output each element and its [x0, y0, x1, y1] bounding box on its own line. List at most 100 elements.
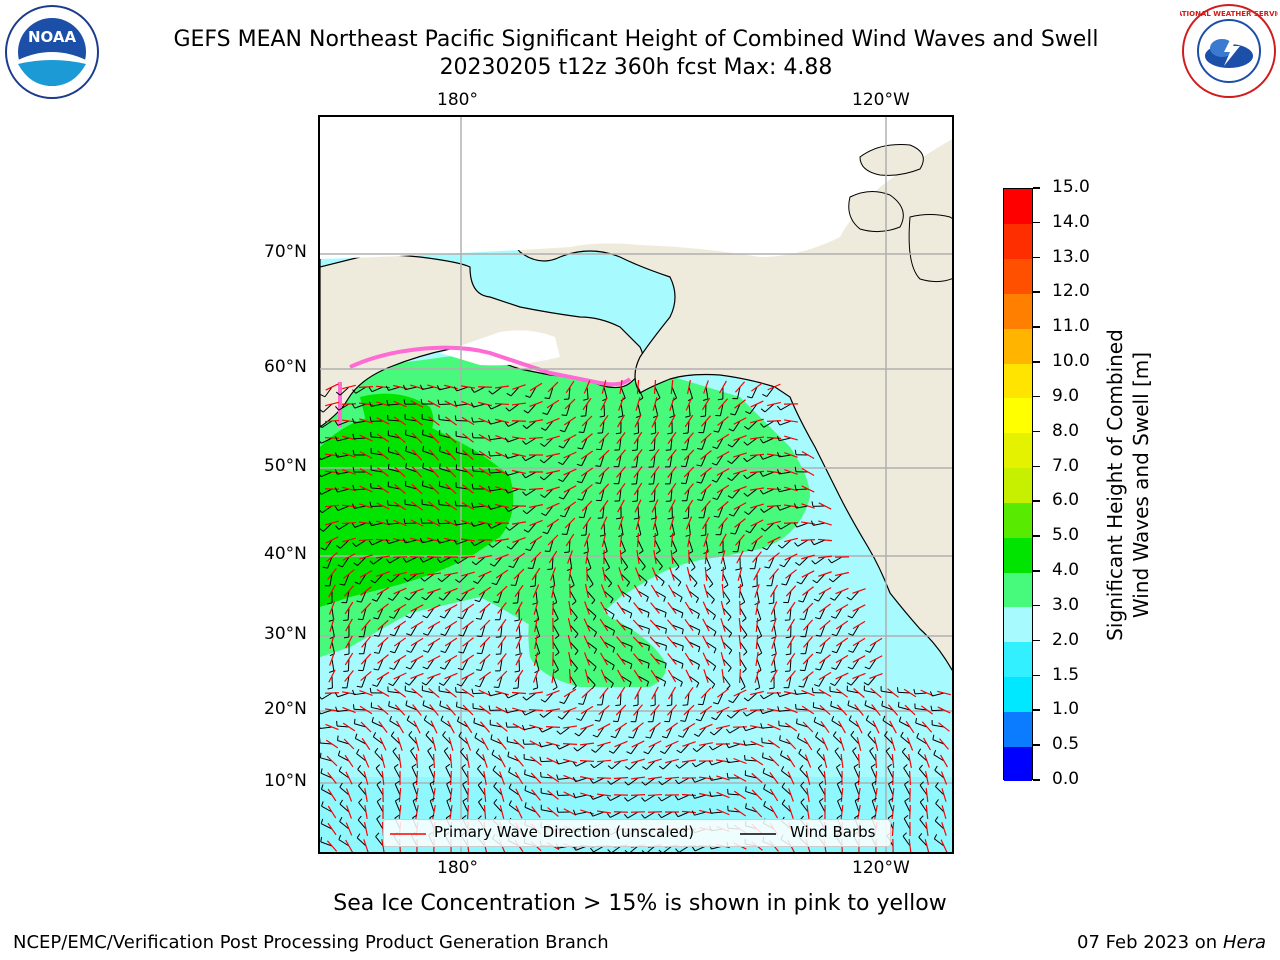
wave-direction-arrow	[414, 737, 420, 751]
wind-barb	[406, 719, 418, 728]
wind-barb-flag	[474, 732, 478, 738]
wind-barb	[781, 803, 792, 813]
wind-barb	[388, 539, 401, 545]
wind-barb-flag	[745, 530, 751, 534]
wind-barb-flag	[780, 750, 783, 756]
wind-barb	[619, 488, 622, 501]
wind-barb	[377, 607, 384, 620]
wave-direction-arrow	[701, 397, 711, 411]
wave-direction-arrow	[344, 670, 354, 682]
wind-barb-flag	[675, 566, 680, 571]
wind-barb-flag	[369, 416, 372, 422]
wave-direction-arrow	[583, 652, 591, 666]
wind-barb	[611, 760, 622, 770]
wave-direction-arrow	[324, 504, 340, 508]
wind-barb	[745, 807, 758, 813]
wave-direction-arrow	[891, 821, 895, 837]
wave-direction-arrow	[733, 485, 747, 493]
wave-direction-arrow	[376, 571, 390, 577]
wind-barb	[745, 790, 758, 796]
wind-barb	[747, 437, 758, 446]
wind-barb	[813, 522, 826, 526]
wind-barb-flag	[553, 618, 559, 623]
wind-barb-flag	[728, 632, 733, 638]
wave-direction-arrow	[634, 499, 642, 513]
wind-barb-flag	[747, 396, 753, 399]
wind-barb	[439, 418, 452, 422]
wave-direction-arrow	[602, 567, 606, 581]
nws-logo: NATIONAL WEATHER SERVICE	[1171, 2, 1280, 100]
wave-direction-arrow	[665, 758, 679, 764]
wind-barb-flag	[539, 476, 545, 481]
wave-direction-arrow	[818, 502, 832, 510]
wave-direction-arrow	[854, 704, 864, 716]
wind-barb-flag	[638, 550, 644, 555]
wave-direction-arrow	[649, 636, 661, 648]
wind-barb	[763, 420, 775, 428]
wind-barb	[671, 403, 675, 416]
wave-direction-arrow	[342, 384, 356, 390]
wind-barb-flag	[504, 437, 509, 443]
wind-barb-flag	[612, 647, 616, 653]
wind-barb	[473, 722, 486, 728]
wind-barb-flag	[777, 706, 780, 712]
wind-barb	[766, 386, 775, 397]
wind-barb	[544, 692, 554, 703]
wind-barb	[535, 658, 540, 671]
wind-barb-flag	[473, 580, 478, 584]
wave-direction-arrow	[684, 618, 694, 632]
wind-barb	[728, 793, 741, 796]
wind-barb-flag	[428, 763, 434, 768]
wind-barb-flag	[655, 550, 661, 555]
wave-direction-arrow	[546, 486, 560, 492]
wave-direction-arrow	[377, 603, 389, 613]
wind-barb	[645, 777, 656, 786]
wave-direction-arrow	[803, 636, 813, 648]
wind-barb-flag	[471, 432, 474, 438]
wind-barb	[393, 658, 401, 670]
wind-barb-flag	[918, 832, 923, 838]
wind-barb	[637, 675, 649, 683]
wave-direction-arrow	[786, 601, 796, 615]
wave-direction-arrow	[327, 772, 337, 784]
colorbar-tick-mark	[1033, 465, 1040, 468]
wave-direction-arrow	[784, 469, 798, 475]
wind-barb-flag	[351, 403, 356, 409]
wave-direction-arrow	[835, 571, 849, 577]
wave-direction-arrow	[381, 770, 385, 786]
wind-barb-flag	[679, 597, 683, 603]
wind-barb	[646, 760, 656, 770]
wind-barb-flag	[930, 705, 933, 711]
wind-barb	[716, 488, 724, 500]
wave-direction-legend-label: Primary Wave Direction (unscaled)	[434, 823, 695, 841]
wind-barb	[507, 437, 520, 443]
wind-barb	[603, 675, 614, 684]
wind-barb-flag	[558, 445, 564, 449]
wind-barb	[850, 675, 860, 686]
wave-direction-arrow	[393, 501, 407, 511]
wind-barb-flag	[369, 501, 372, 507]
wind-barb-flag	[320, 696, 323, 700]
wind-barb	[490, 471, 503, 474]
wind-barb	[355, 737, 367, 745]
wind-barb-flag	[850, 730, 855, 736]
wind-barb	[832, 735, 843, 745]
wind-barb-flag	[327, 602, 333, 605]
wind-barb-flag	[628, 682, 632, 688]
wind-barb	[444, 658, 452, 670]
wave-direction-arrow	[784, 435, 798, 441]
wind-barb	[586, 675, 596, 686]
wind-barb	[789, 658, 792, 672]
wind-barb-flag	[352, 467, 355, 473]
wind-barb	[322, 403, 333, 413]
wind-barb-flag	[592, 734, 598, 738]
wave-direction-arrow	[515, 635, 523, 649]
wind-barb-flag	[800, 798, 805, 803]
wind-barb	[682, 726, 690, 738]
wind-barb	[593, 777, 605, 784]
wind-barb-flag	[769, 687, 775, 690]
wave-direction-arrow	[562, 725, 578, 729]
wave-direction-arrow	[449, 753, 453, 769]
wind-barb-flag	[544, 550, 550, 553]
colorbar-tick-label: 12.0	[1052, 281, 1090, 302]
